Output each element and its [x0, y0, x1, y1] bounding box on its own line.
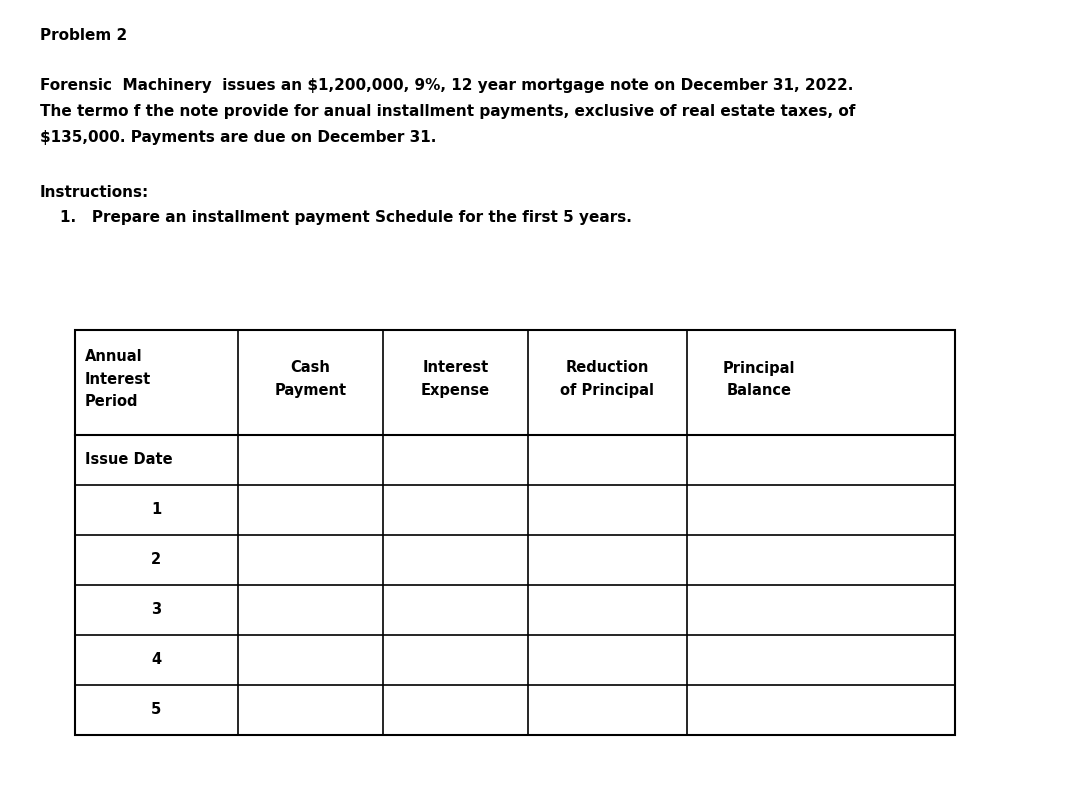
Text: 1.   Prepare an installment payment Schedule for the first 5 years.: 1. Prepare an installment payment Schedu… — [60, 210, 632, 225]
Text: Expense: Expense — [421, 383, 490, 398]
Text: Period: Period — [85, 394, 138, 409]
Text: Interest: Interest — [85, 372, 151, 387]
Text: The termo f the note provide for anual installment payments, exclusive of real e: The termo f the note provide for anual i… — [40, 104, 855, 119]
Text: 1: 1 — [151, 502, 162, 517]
Text: Payment: Payment — [274, 383, 347, 398]
Text: Balance: Balance — [727, 383, 792, 398]
Text: 5: 5 — [151, 703, 162, 718]
Text: Instructions:: Instructions: — [40, 185, 149, 200]
Text: Forensic  Machinery  issues an $1,200,000, 9%, 12 year mortgage note on December: Forensic Machinery issues an $1,200,000,… — [40, 78, 854, 93]
Text: of Principal: of Principal — [561, 383, 655, 398]
Text: 3: 3 — [151, 603, 162, 618]
Text: Issue Date: Issue Date — [85, 453, 172, 468]
Text: $135,000. Payments are due on December 31.: $135,000. Payments are due on December 3… — [40, 130, 437, 145]
Text: Annual: Annual — [85, 350, 142, 365]
Text: Problem 2: Problem 2 — [40, 28, 127, 43]
Text: Interest: Interest — [423, 361, 489, 376]
Text: Cash: Cash — [290, 361, 331, 376]
Text: Principal: Principal — [723, 361, 795, 376]
Text: Reduction: Reduction — [566, 361, 649, 376]
Text: 2: 2 — [151, 553, 162, 567]
Text: 4: 4 — [151, 652, 162, 667]
